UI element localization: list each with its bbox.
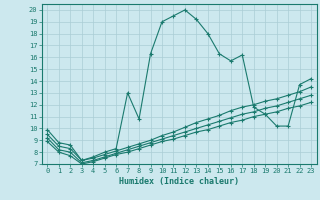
X-axis label: Humidex (Indice chaleur): Humidex (Indice chaleur) bbox=[119, 177, 239, 186]
